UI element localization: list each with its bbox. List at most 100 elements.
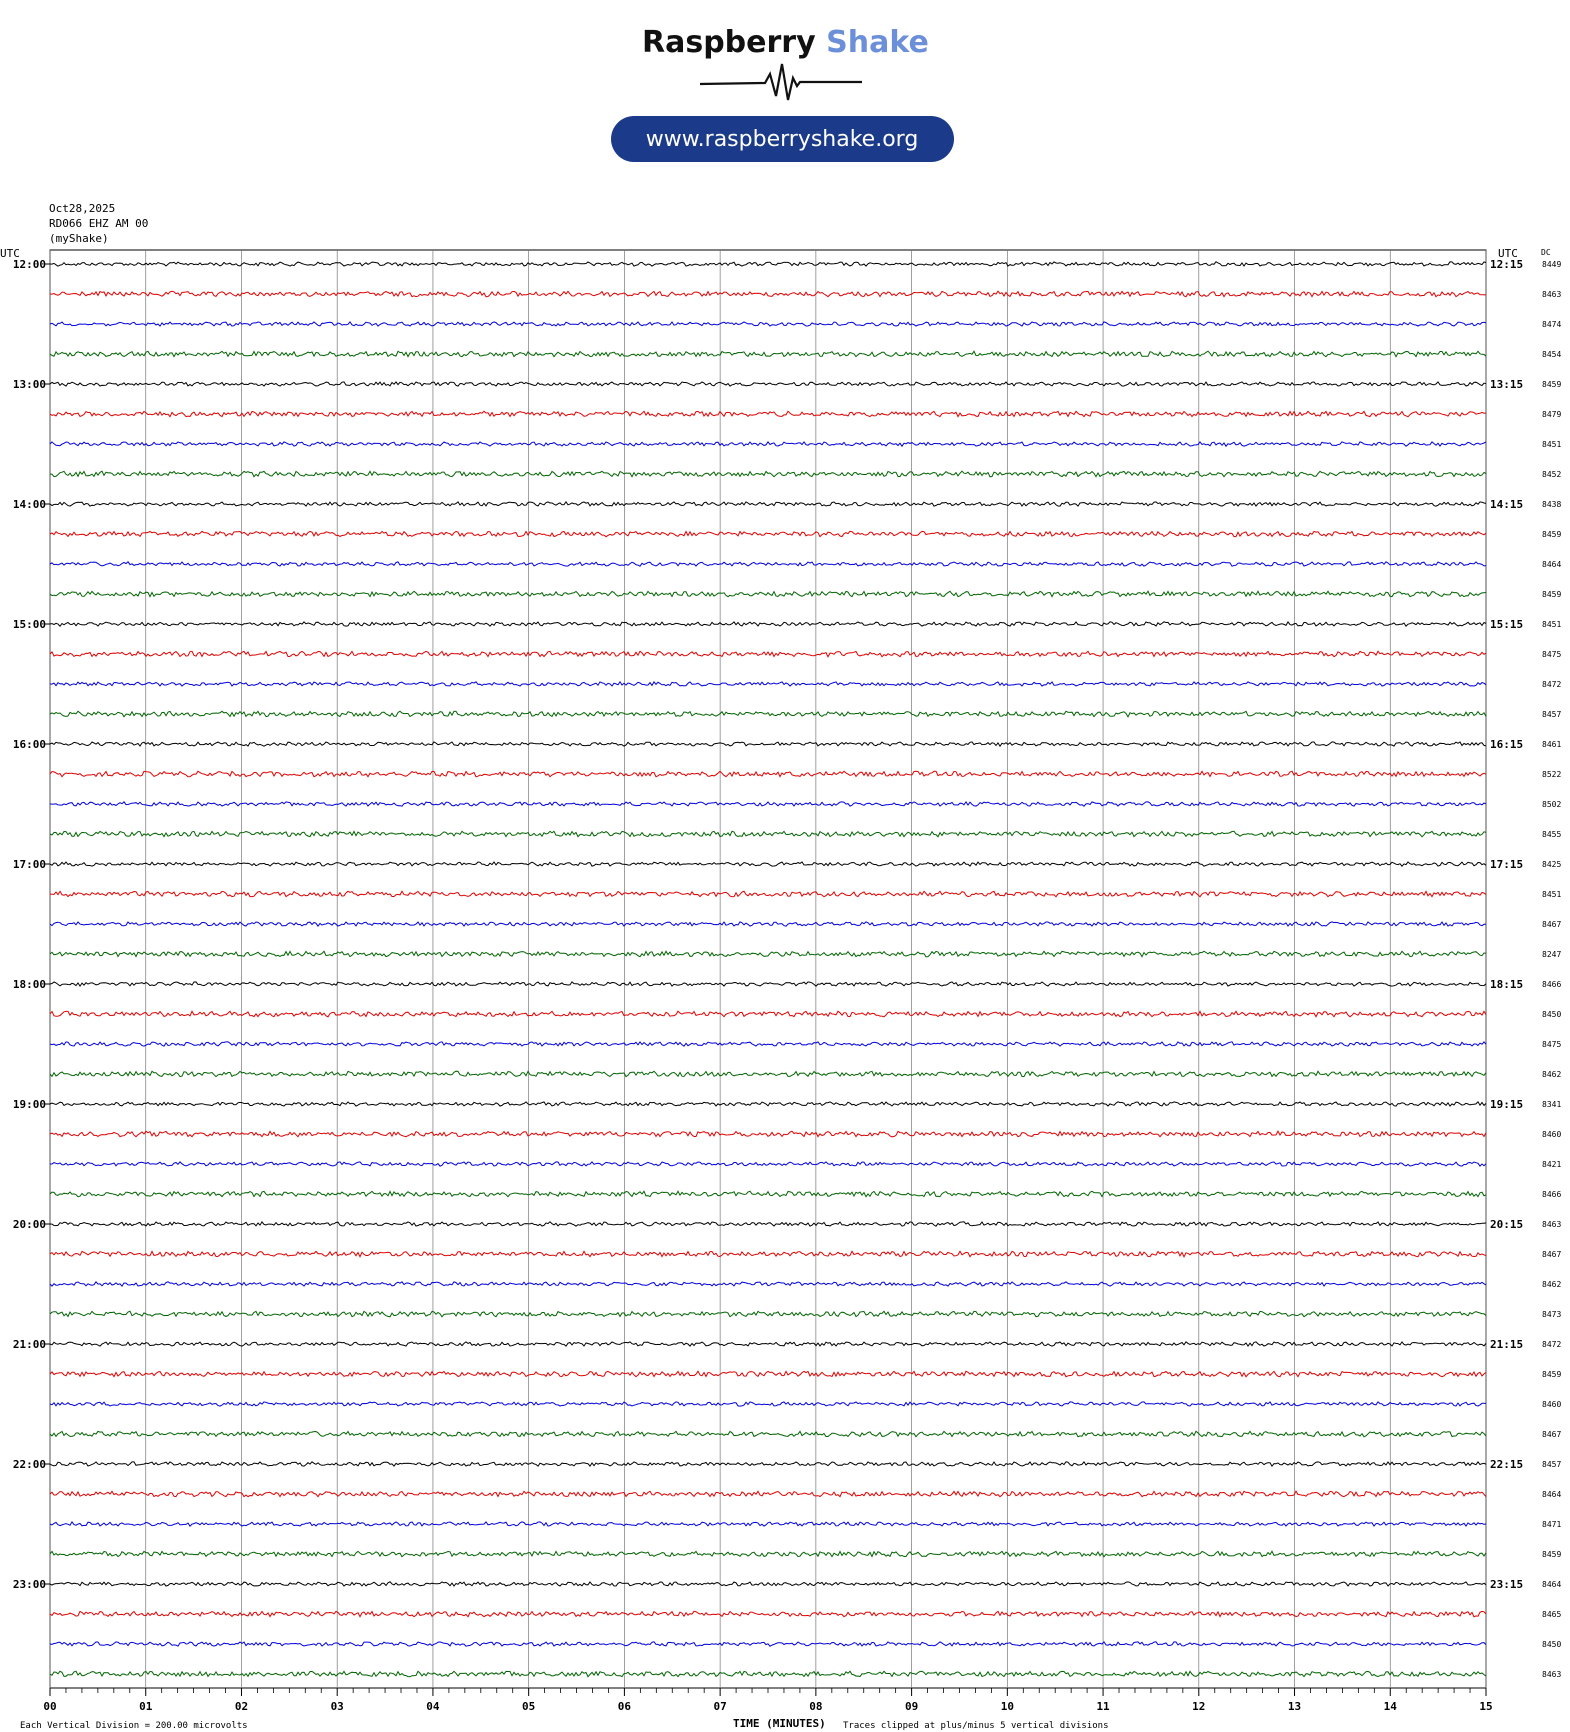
website-link[interactable]: www.raspberryshake.org xyxy=(611,116,954,162)
dc-offset-value: 8459 xyxy=(1542,1370,1561,1379)
dc-offset-value: 8471 xyxy=(1542,1520,1561,1529)
data-source: (myShake) xyxy=(49,232,109,245)
dc-offset-value: 8466 xyxy=(1542,1190,1561,1199)
dc-offset-value: 8474 xyxy=(1542,320,1561,329)
dc-offset-value: 8463 xyxy=(1542,1670,1561,1679)
dc-offset-value: 8459 xyxy=(1542,380,1561,389)
seismic-trace xyxy=(49,830,1487,838)
seismic-trace xyxy=(49,290,1487,298)
dc-offset-value: 8464 xyxy=(1542,1490,1561,1499)
seismic-trace xyxy=(49,1401,1487,1407)
hour-label-right: 17:15 xyxy=(1490,858,1523,871)
seismic-trace xyxy=(49,680,1487,687)
x-tick-label: 09 xyxy=(905,1700,918,1713)
dc-offset-value: 8341 xyxy=(1542,1100,1561,1109)
seismic-trace xyxy=(49,470,1487,478)
seismic-trace xyxy=(49,530,1487,538)
dc-offset-value: 8475 xyxy=(1542,650,1561,659)
x-tick-label: 13 xyxy=(1288,1700,1301,1713)
dc-offset-value: 8459 xyxy=(1542,590,1561,599)
dc-offset-value: 8462 xyxy=(1542,1070,1561,1079)
dc-offset-value: 8479 xyxy=(1542,410,1561,419)
seismic-trace xyxy=(49,650,1487,658)
dc-label: DC xyxy=(1541,248,1551,257)
seismic-trace xyxy=(49,921,1486,927)
x-tick-label: 05 xyxy=(522,1700,535,1713)
hour-label-left: 22:00 xyxy=(13,1458,46,1471)
svg-text:Raspberry Shake: Raspberry Shake xyxy=(642,25,929,60)
dc-offset-value: 8464 xyxy=(1542,1580,1561,1589)
scale-note: Each Vertical Division = 200.00 microvol… xyxy=(20,1721,248,1731)
seismic-trace xyxy=(49,1041,1487,1047)
seismic-trace xyxy=(50,1161,1487,1167)
seismic-trace xyxy=(49,410,1487,418)
dc-offset-value: 8450 xyxy=(1542,1010,1561,1019)
dc-offset-value: 8465 xyxy=(1542,1610,1561,1619)
dc-offset-labels: 8449 8463 8474 8454 8459 8479 8451 8452 8438 8459… xyxy=(1542,260,1561,1679)
seismic-trace xyxy=(49,1100,1487,1107)
x-tick-label: 07 xyxy=(714,1700,727,1713)
seismic-trace xyxy=(49,1190,1487,1198)
dc-offset-value: 8522 xyxy=(1542,770,1561,779)
dc-offset-value: 8502 xyxy=(1542,800,1561,809)
x-tick-label: 03 xyxy=(331,1700,344,1713)
seismic-trace xyxy=(49,950,1487,958)
dc-offset-value: 8449 xyxy=(1542,260,1561,269)
seismic-trace xyxy=(49,710,1487,718)
seismic-trace xyxy=(49,1670,1487,1678)
hour-label-right: 22:15 xyxy=(1490,1458,1523,1471)
seismic-trace xyxy=(49,1430,1487,1438)
seismic-trace xyxy=(49,620,1487,627)
hour-label-left: 23:00 xyxy=(13,1578,46,1591)
seismic-trace xyxy=(49,800,1487,807)
logo-text-raspberry: Raspberry xyxy=(642,25,816,60)
seismic-trace xyxy=(49,890,1487,898)
seismic-trace xyxy=(49,981,1487,988)
x-tick-label: 14 xyxy=(1384,1700,1398,1713)
logo: Raspberry Shake xyxy=(642,25,929,101)
hour-labels-right: 12:15 13:15 14:15 15:15 16:15 17:15 18:15 19:15… xyxy=(1490,258,1523,1591)
x-tick-label: 11 xyxy=(1096,1700,1110,1713)
dc-offset-value: 8467 xyxy=(1542,1250,1561,1259)
x-tick-label: 12 xyxy=(1192,1700,1205,1713)
hour-label-right: 21:15 xyxy=(1490,1338,1523,1351)
minute-gridlines xyxy=(49,250,1487,1688)
plot-frame xyxy=(49,249,1487,1689)
hour-labels-left: 12:00 13:00 14:00 15:00 16:00 17:00 18:00 19:00… xyxy=(13,258,50,1591)
dc-offset-value: 8425 xyxy=(1542,860,1561,869)
x-tick-label: 04 xyxy=(426,1700,440,1713)
dc-offset-value: 8463 xyxy=(1542,1220,1561,1229)
hour-label-right: 18:15 xyxy=(1490,978,1523,991)
hour-label-left: 14:00 xyxy=(13,498,46,511)
dc-offset-value: 8421 xyxy=(1542,1160,1561,1169)
seismic-trace xyxy=(49,1010,1487,1018)
hour-label-right: 19:15 xyxy=(1490,1098,1523,1111)
dc-offset-value: 8463 xyxy=(1542,290,1561,299)
seismic-trace xyxy=(49,1581,1487,1587)
logo-text-shake: Shake xyxy=(826,25,929,60)
dc-offset-value: 8457 xyxy=(1542,710,1561,719)
seismic-trace xyxy=(49,1310,1487,1318)
dc-offset-value: 8247 xyxy=(1542,950,1561,959)
seismic-trace xyxy=(49,1280,1487,1288)
dc-offset-value: 8473 xyxy=(1542,1310,1561,1319)
dc-offset-value: 8467 xyxy=(1542,920,1561,929)
seismic-trace xyxy=(49,381,1487,387)
dc-offset-value: 8462 xyxy=(1542,1280,1561,1289)
seismic-trace xyxy=(49,1550,1487,1558)
dc-offset-value: 8457 xyxy=(1542,1460,1561,1469)
hour-label-left: 15:00 xyxy=(13,618,46,631)
website-url[interactable]: www.raspberryshake.org xyxy=(646,127,919,152)
utc-label-left: UTC xyxy=(0,247,20,260)
seismic-trace xyxy=(49,1250,1487,1258)
dc-offset-value: 8459 xyxy=(1542,530,1561,539)
seismic-trace xyxy=(49,321,1487,327)
hour-label-left: 17:00 xyxy=(13,858,46,871)
dc-offset-value: 8467 xyxy=(1542,1430,1561,1439)
hour-label-right: 13:15 xyxy=(1490,378,1523,391)
x-tick-label: 15 xyxy=(1479,1700,1492,1713)
x-tick-label: 02 xyxy=(235,1700,248,1713)
x-axis-ticks: 00 01 02 03 04 05 06 07 08 09 10 11 12 13 14 15 xyxy=(43,1688,1493,1713)
dc-offset-value: 8452 xyxy=(1542,470,1561,479)
